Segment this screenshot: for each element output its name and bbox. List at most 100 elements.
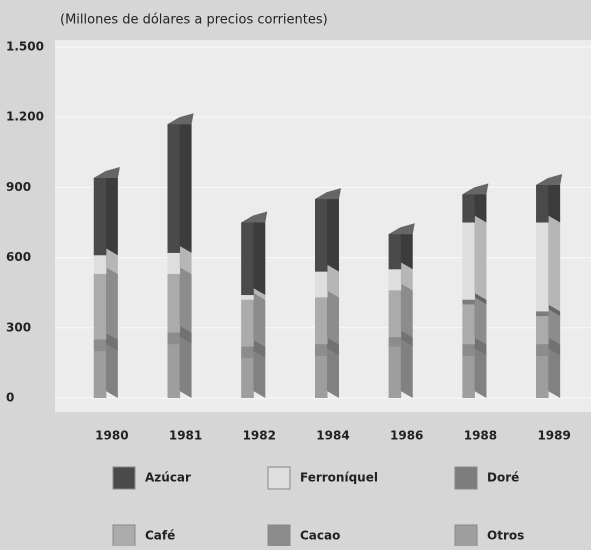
y-tick-label: 900 (6, 180, 31, 194)
legend-label: Cacao (300, 529, 340, 543)
bar-front (315, 264, 327, 298)
bar-side (327, 192, 339, 272)
bar-side (400, 262, 413, 291)
bar-side (474, 292, 487, 305)
bar-side (548, 337, 561, 356)
bar-front (241, 215, 254, 296)
x-tick-label: 1988 (464, 429, 497, 443)
bar-side (105, 332, 118, 352)
bar-side-shade (400, 330, 413, 347)
x-tick-label: 1986 (390, 429, 423, 443)
bar-side (179, 325, 192, 345)
bar-side (327, 264, 339, 298)
bar-side-shade (327, 290, 339, 345)
bar-side-shade (179, 266, 192, 333)
bar-front (536, 215, 549, 312)
bar-side (105, 248, 118, 274)
bar-side-shade (253, 215, 266, 296)
bar-side-shade (400, 339, 413, 398)
bar-front (388, 262, 401, 291)
x-tick-label: 1984 (316, 429, 349, 443)
bar-front (462, 187, 475, 223)
bar-top (462, 183, 489, 195)
bar-front (315, 192, 327, 272)
bar-top (315, 188, 341, 200)
legend-swatch (454, 466, 478, 490)
bar-side-shade (548, 178, 561, 223)
y-tick-label: 300 (6, 320, 31, 334)
legend-label: Café (145, 529, 175, 543)
bar-side-shade (253, 351, 266, 398)
bar-side (548, 178, 561, 223)
bar-side-shade (548, 304, 561, 317)
bar-front (536, 178, 549, 223)
bar-front (93, 344, 106, 398)
bar-side (548, 348, 561, 398)
bar-side (105, 344, 118, 398)
bar-side-shade (105, 248, 118, 274)
bar-front (388, 339, 401, 398)
bar-front (241, 292, 254, 347)
bar-side-shade (179, 337, 192, 398)
bar-side (474, 348, 487, 398)
bar-side (179, 337, 192, 398)
bar-front (536, 348, 549, 398)
bar-side-shade (105, 332, 118, 352)
bar-side (179, 266, 192, 333)
bar-side-shade (105, 171, 118, 256)
bar-front (462, 215, 475, 300)
bar-segment (241, 295, 254, 300)
bar-front (93, 171, 106, 256)
bar-side (179, 245, 192, 274)
legend-swatch (112, 524, 136, 548)
bar-side (253, 351, 266, 398)
legend-label: Azúcar (145, 471, 191, 485)
bar-front (167, 266, 180, 333)
bar-front (167, 117, 180, 253)
legend-label: Otros (487, 529, 524, 543)
bar-side (400, 283, 413, 338)
bar-side-shade (105, 266, 118, 340)
y-tick-label: 1.500 (6, 40, 44, 54)
bar-side-shade (400, 227, 413, 270)
bar-side-shade (474, 337, 487, 356)
bar-side (105, 171, 118, 256)
legend-swatch (267, 466, 291, 490)
bar-side-shade (327, 264, 339, 298)
bar-front (167, 337, 180, 398)
bar-side (327, 337, 339, 356)
legend-label: Doré (487, 471, 519, 485)
bar-segment (536, 311, 549, 317)
bar-front (388, 227, 401, 270)
legend-swatch (112, 466, 136, 490)
bar-side (474, 297, 487, 345)
bar-top (167, 113, 194, 125)
bar-top (93, 167, 120, 179)
bar-side (179, 117, 192, 253)
bar-side-shade (327, 192, 339, 272)
bar-segment (462, 299, 475, 305)
bar-side-shade (548, 309, 561, 345)
bar-side-shade (400, 262, 413, 291)
bar-side-shade (474, 187, 487, 223)
bar-side (548, 309, 561, 345)
y-tick-label: 1.200 (6, 110, 44, 124)
legend-swatch (267, 524, 291, 548)
bar-side-shade (474, 297, 487, 345)
bar-side (105, 266, 118, 340)
bar-side (474, 337, 487, 356)
bar-side-shade (179, 245, 192, 274)
bar-front (462, 348, 475, 398)
bar-side-shade (179, 325, 192, 345)
chart-subtitle: (Millones de dólares a precios corriente… (60, 13, 328, 28)
bar-side-shade (253, 288, 266, 300)
bar-top (536, 174, 563, 186)
bar-side-shade (327, 337, 339, 356)
bar-side (253, 215, 266, 296)
bar-side-shade (253, 292, 266, 347)
bar-side-shade (400, 283, 413, 338)
bar-side (400, 330, 413, 347)
bar-front (462, 297, 475, 345)
bar-front (167, 245, 180, 274)
bar-front (388, 283, 401, 338)
